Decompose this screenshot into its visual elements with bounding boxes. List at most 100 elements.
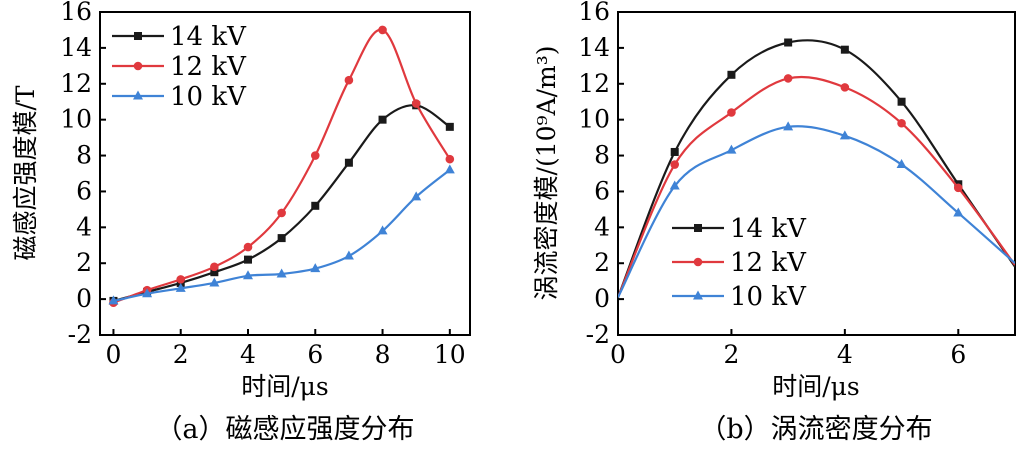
chart-a-data-point (343, 250, 354, 260)
chart-a-x-tick-label: 6 (307, 340, 323, 369)
chart-b-legend: 14 kV 12 kV 10 kV (672, 214, 807, 312)
chart-b-data-point (953, 183, 963, 193)
chart-a-legend-label: 10 kV (170, 82, 247, 112)
chart-a-data-point (209, 277, 220, 287)
chart-a-data-point (175, 282, 186, 292)
chart-a-x-tick-label: 0 (106, 340, 122, 369)
chart-b: -20 2 4 6 8 10 12 14 16 0 2 4 6 14 kV 12 kV 10 kV 时间/… (532, 0, 1016, 445)
chart-a-y-tick-label: 8 (76, 141, 92, 170)
chart-a-x-tick-label: 8 (375, 340, 391, 369)
chart-b-y-tick-label: 2 (594, 248, 610, 277)
chart-a-legend-marker (133, 90, 143, 100)
chart-a-caption: （a）磁感应强度分布 (155, 414, 414, 445)
chart-a-data-point (244, 255, 252, 264)
chart-a-y-tick-label: 4 (76, 212, 92, 241)
chart-a-y-tick-label: 6 (76, 176, 92, 205)
chart-b-x-tick-label: 0 (610, 340, 626, 369)
chart-a-frame (99, 11, 471, 336)
chart-b-legend-label: 14 kV (730, 214, 807, 244)
chart-a-y-tick-label: 16 (60, 0, 92, 26)
chart-a-data-point (377, 225, 388, 235)
chart-b-y-tick-label: -2 (586, 320, 610, 349)
chart-a-y-label: 磁感应强度模/T (11, 85, 40, 260)
chart-b-data-point (784, 38, 793, 47)
chart-a-data-point (277, 234, 286, 243)
chart-a-data-point (210, 262, 219, 272)
chart-b-data-point (839, 130, 850, 140)
chart-b-data-point (783, 74, 793, 83)
chart-a-y-tick-label: 12 (60, 69, 92, 98)
chart-b-data-point (727, 70, 736, 79)
chart-a-y-tick-label: -2 (68, 320, 92, 349)
chart-a-data-point (276, 268, 287, 278)
chart-b-legend-marker (693, 257, 703, 267)
chart-b-data-point (897, 118, 906, 128)
chart-b-x-axis: 0 2 4 6 (610, 329, 966, 369)
chart-a-data-point (411, 191, 422, 201)
chart-b-data-point (727, 108, 736, 117)
chart-a-y-tick-label: 2 (76, 248, 92, 277)
chart-b-data-point (726, 144, 737, 154)
chart-b-x-tick-label: 4 (837, 340, 853, 369)
chart-a-x-label: 时间/μs (241, 372, 329, 401)
chart-b-data-point (670, 160, 680, 169)
chart-a-legend-label: 14 kV (170, 22, 247, 52)
chart-a-data-point (311, 201, 320, 210)
chart-a-data-point (142, 288, 153, 298)
chart-a-x-tick-label: 4 (240, 340, 256, 369)
chart-b-frame (617, 11, 1016, 336)
chart-b-y-tick-label: 16 (578, 0, 610, 26)
chart-a-data-point (378, 25, 387, 35)
chart-a-y-tick-label: 10 (60, 105, 92, 134)
chart-b-data-point (896, 159, 907, 169)
chart-a-y-tick-label: 0 (76, 284, 92, 313)
chart-a-x-tick-label: 10 (434, 340, 466, 369)
chart-b-y-tick-label: 10 (578, 105, 610, 134)
chart-b-x-label: 时间/μs (772, 372, 860, 401)
chart-b-y-tick-label: 4 (594, 212, 610, 241)
chart-b-data-point (953, 207, 964, 217)
chart-a-data-point (344, 75, 354, 85)
chart-b-y-tick-label: 14 (578, 33, 610, 62)
chart-b-data-point (897, 97, 906, 106)
chart-b-legend-marker (694, 224, 702, 232)
chart-b-legend-marker (693, 290, 703, 300)
chart-a-series-line-1 (113, 28, 451, 304)
chart-a-data-point (277, 208, 286, 218)
chart-a-data-point (378, 115, 387, 124)
chart-b-x-tick-label: 2 (723, 340, 739, 369)
chart-b-series (618, 38, 1015, 298)
chart-a-data-point (210, 268, 219, 277)
chart-b-y-tick-label: 12 (578, 69, 610, 98)
chart-a-x-axis: 0 2 4 6 8 10 (106, 329, 466, 369)
chart-a-data-point (445, 154, 455, 164)
chart-b-legend-label: 10 kV (730, 282, 807, 312)
chart-b-y-axis: -2 0 2 4 6 8 10 12 14 16 (578, 0, 624, 349)
chart-b-y-tick-label: 8 (594, 141, 610, 170)
chart-a-legend-marker (133, 61, 143, 71)
chart-a-data-point (444, 164, 455, 174)
chart-b-data-point (670, 147, 679, 156)
chart-b-caption: （b）涡流密度分布 (699, 414, 932, 445)
chart-b-data-point (783, 121, 794, 131)
chart-a-legend-marker (134, 32, 142, 40)
chart-a-legend-label: 12 kV (170, 52, 247, 82)
chart-a-y-axis: -2 0 2 4 6 8 10 12 14 16 (60, 0, 106, 349)
chart-b-y-label: 涡流密度模/(10⁹A/m³) (532, 46, 561, 301)
chart-a-x-tick-label: 2 (173, 340, 189, 369)
chart-b-y-tick-label: 6 (594, 176, 610, 205)
chart-b-x-tick-label: 6 (950, 340, 966, 369)
chart-a-data-point (344, 158, 353, 167)
chart-a-data-point (310, 151, 320, 160)
chart-a-data-point (243, 270, 253, 280)
chart-a-data-point (411, 99, 421, 108)
chart-b-data-point (669, 180, 680, 190)
chart-a-data-point (108, 295, 119, 305)
chart-a-y-tick-label: 14 (60, 33, 92, 62)
chart-a-data-point (176, 275, 186, 284)
chart-b-legend-label: 12 kV (730, 248, 807, 278)
chart-a-data-point (243, 242, 253, 252)
